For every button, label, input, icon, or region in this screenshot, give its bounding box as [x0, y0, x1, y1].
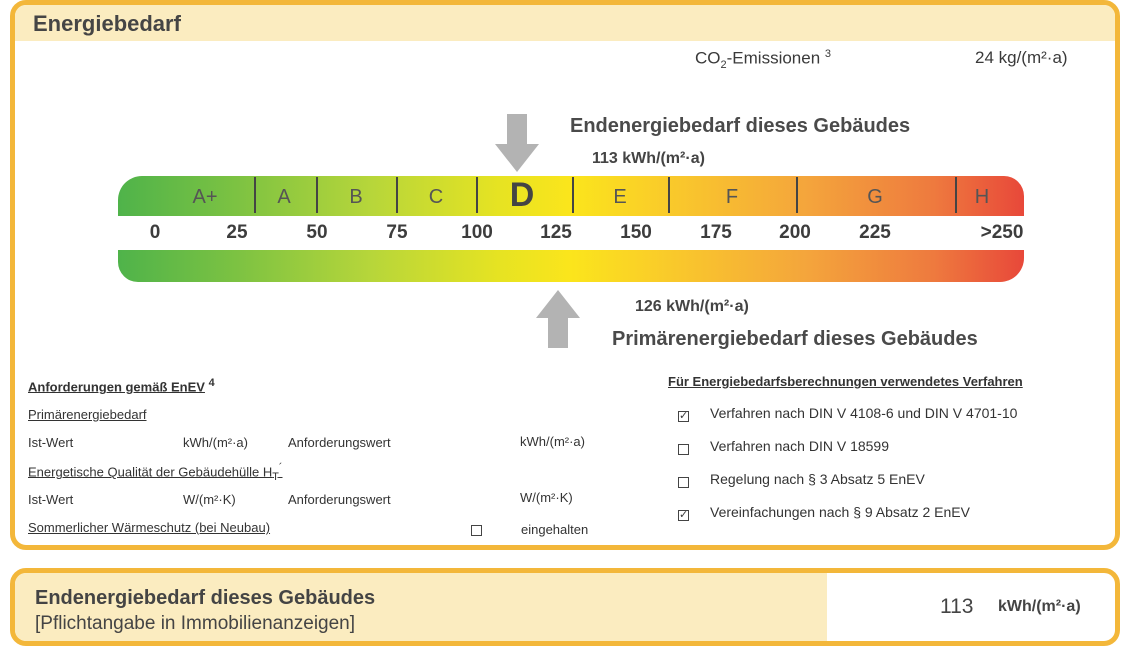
primary-anforderung-unit: kWh/(m²·a) — [520, 434, 585, 449]
footer-title: Endenergiebedarf dieses Gebäudes — [35, 587, 376, 609]
ht-label-text: Energetische Qualität der Gebäudehülle H — [28, 464, 273, 480]
class-separator — [316, 177, 318, 213]
requirements-footnote: 4 — [208, 377, 215, 389]
co2-label-post: -Emissionen — [726, 48, 821, 68]
ht-label: Energetische Qualität der Gebäudehülle H… — [28, 462, 283, 483]
method-checkbox[interactable]: ✓ — [678, 509, 689, 521]
endenergie-value: 113 kWh/(m²·a) — [592, 150, 705, 167]
summer-protection-status: eingehalten — [521, 522, 589, 537]
panel-header: Energiebedarf — [15, 5, 1115, 41]
energy-class-label: F — [725, 186, 739, 208]
class-separator — [254, 177, 256, 213]
scale-tick-label: 75 — [386, 222, 408, 243]
method-checkbox[interactable] — [678, 444, 689, 455]
ht-label-sup: ´ — [278, 462, 283, 474]
summer-protection-checkbox[interactable] — [471, 525, 482, 536]
requirements-heading-text: Anforderungen gemäß EnEV — [28, 379, 205, 395]
co2-label-sub: 2 — [720, 59, 727, 72]
energy-class-label: G — [867, 186, 883, 208]
scale-tick-label: >250 — [980, 222, 1024, 243]
primary-anforderung-label: Anforderungswert — [288, 435, 391, 450]
summer-protection-label: Sommerlicher Wärmeschutz (bei Neubau) — [28, 520, 271, 535]
method-label: Verfahren nach DIN V 18599 — [710, 438, 890, 454]
footer-value: 113 — [940, 595, 974, 618]
scale-tick-label: 225 — [859, 222, 891, 243]
energy-class-label: A — [277, 186, 291, 208]
scale-tick-label: 0 — [149, 222, 161, 243]
scale-tick-label: 25 — [226, 222, 248, 243]
footer-panel: Endenergiebedarf dieses Gebäudes [Pflich… — [10, 568, 1120, 646]
method-checkbox[interactable] — [678, 477, 689, 488]
footer-band — [15, 573, 827, 641]
endenergie-title: Endenergiebedarf dieses Gebäudes — [570, 115, 911, 137]
energy-scale-bar-top — [118, 176, 1024, 216]
ht-anforderung-unit: W/(m²·K) — [520, 490, 573, 505]
scale-tick-label: 150 — [620, 222, 652, 243]
energy-class-label: H — [974, 186, 990, 208]
energy-class-label: A+ — [192, 186, 218, 208]
primary-ist-label: Ist-Wert — [28, 435, 74, 450]
endenergie-arrow-icon — [495, 114, 539, 172]
energy-class-label: B — [349, 186, 363, 208]
method-label: Verfahren nach DIN V 4108-6 und DIN V 47… — [710, 405, 1018, 421]
ht-label-sub: T — [272, 470, 279, 483]
co2-label-pre: CO — [695, 48, 721, 68]
energy-class-label: D — [509, 176, 535, 214]
footer-unit: kWh/(m²·a) — [998, 598, 1081, 615]
energy-class-label: E — [613, 186, 627, 208]
class-separator — [572, 177, 574, 213]
primaerenergie-value: 126 kWh/(m²·a) — [635, 298, 749, 315]
class-separator — [796, 177, 798, 213]
page-title: Energiebedarf — [33, 11, 181, 36]
ht-anforderung-label: Anforderungswert — [288, 492, 391, 507]
ht-ist-label: Ist-Wert — [28, 492, 74, 507]
method-label: Vereinfachungen nach § 9 Absatz 2 EnEV — [710, 504, 970, 520]
method-checkbox[interactable]: ✓ — [678, 410, 689, 422]
requirements-heading: Anforderungen gemäß EnEV 4 — [28, 377, 215, 394]
co2-label: CO2-Emissionen 3 — [695, 48, 831, 71]
ht-ist-unit: W/(m²·K) — [183, 492, 236, 507]
primary-ist-unit: kWh/(m²·a) — [183, 435, 248, 450]
co2-footnote: 3 — [824, 48, 832, 60]
method-heading: Für Energiebedarfsberechnungen verwendet… — [668, 374, 1023, 389]
scale-tick-label: 200 — [779, 222, 811, 243]
scale-tick-label: 50 — [306, 222, 328, 243]
footer-subtitle: [Pflichtangabe in Immobilienanzeigen] — [35, 613, 356, 634]
scale-tick-label: 125 — [540, 222, 572, 243]
method-label: Regelung nach § 3 Absatz 5 EnEV — [710, 471, 925, 487]
energy-scale-bar-bottom — [118, 250, 1024, 282]
energy-class-label: C — [428, 186, 444, 208]
scale-tick-label: 100 — [461, 222, 493, 243]
class-separator — [396, 177, 398, 213]
primaerenergie-title: Primärenergiebedarf dieses Gebäudes — [612, 328, 978, 350]
class-separator — [476, 177, 478, 213]
primary-demand-label: Primärenergiebedarf — [28, 407, 147, 422]
scale-tick-label: 175 — [700, 222, 732, 243]
class-separator — [955, 177, 957, 213]
co2-value: 24 kg/(m²·a) — [975, 48, 1068, 67]
primaerenergie-arrow-icon — [536, 290, 580, 348]
class-separator — [668, 177, 670, 213]
